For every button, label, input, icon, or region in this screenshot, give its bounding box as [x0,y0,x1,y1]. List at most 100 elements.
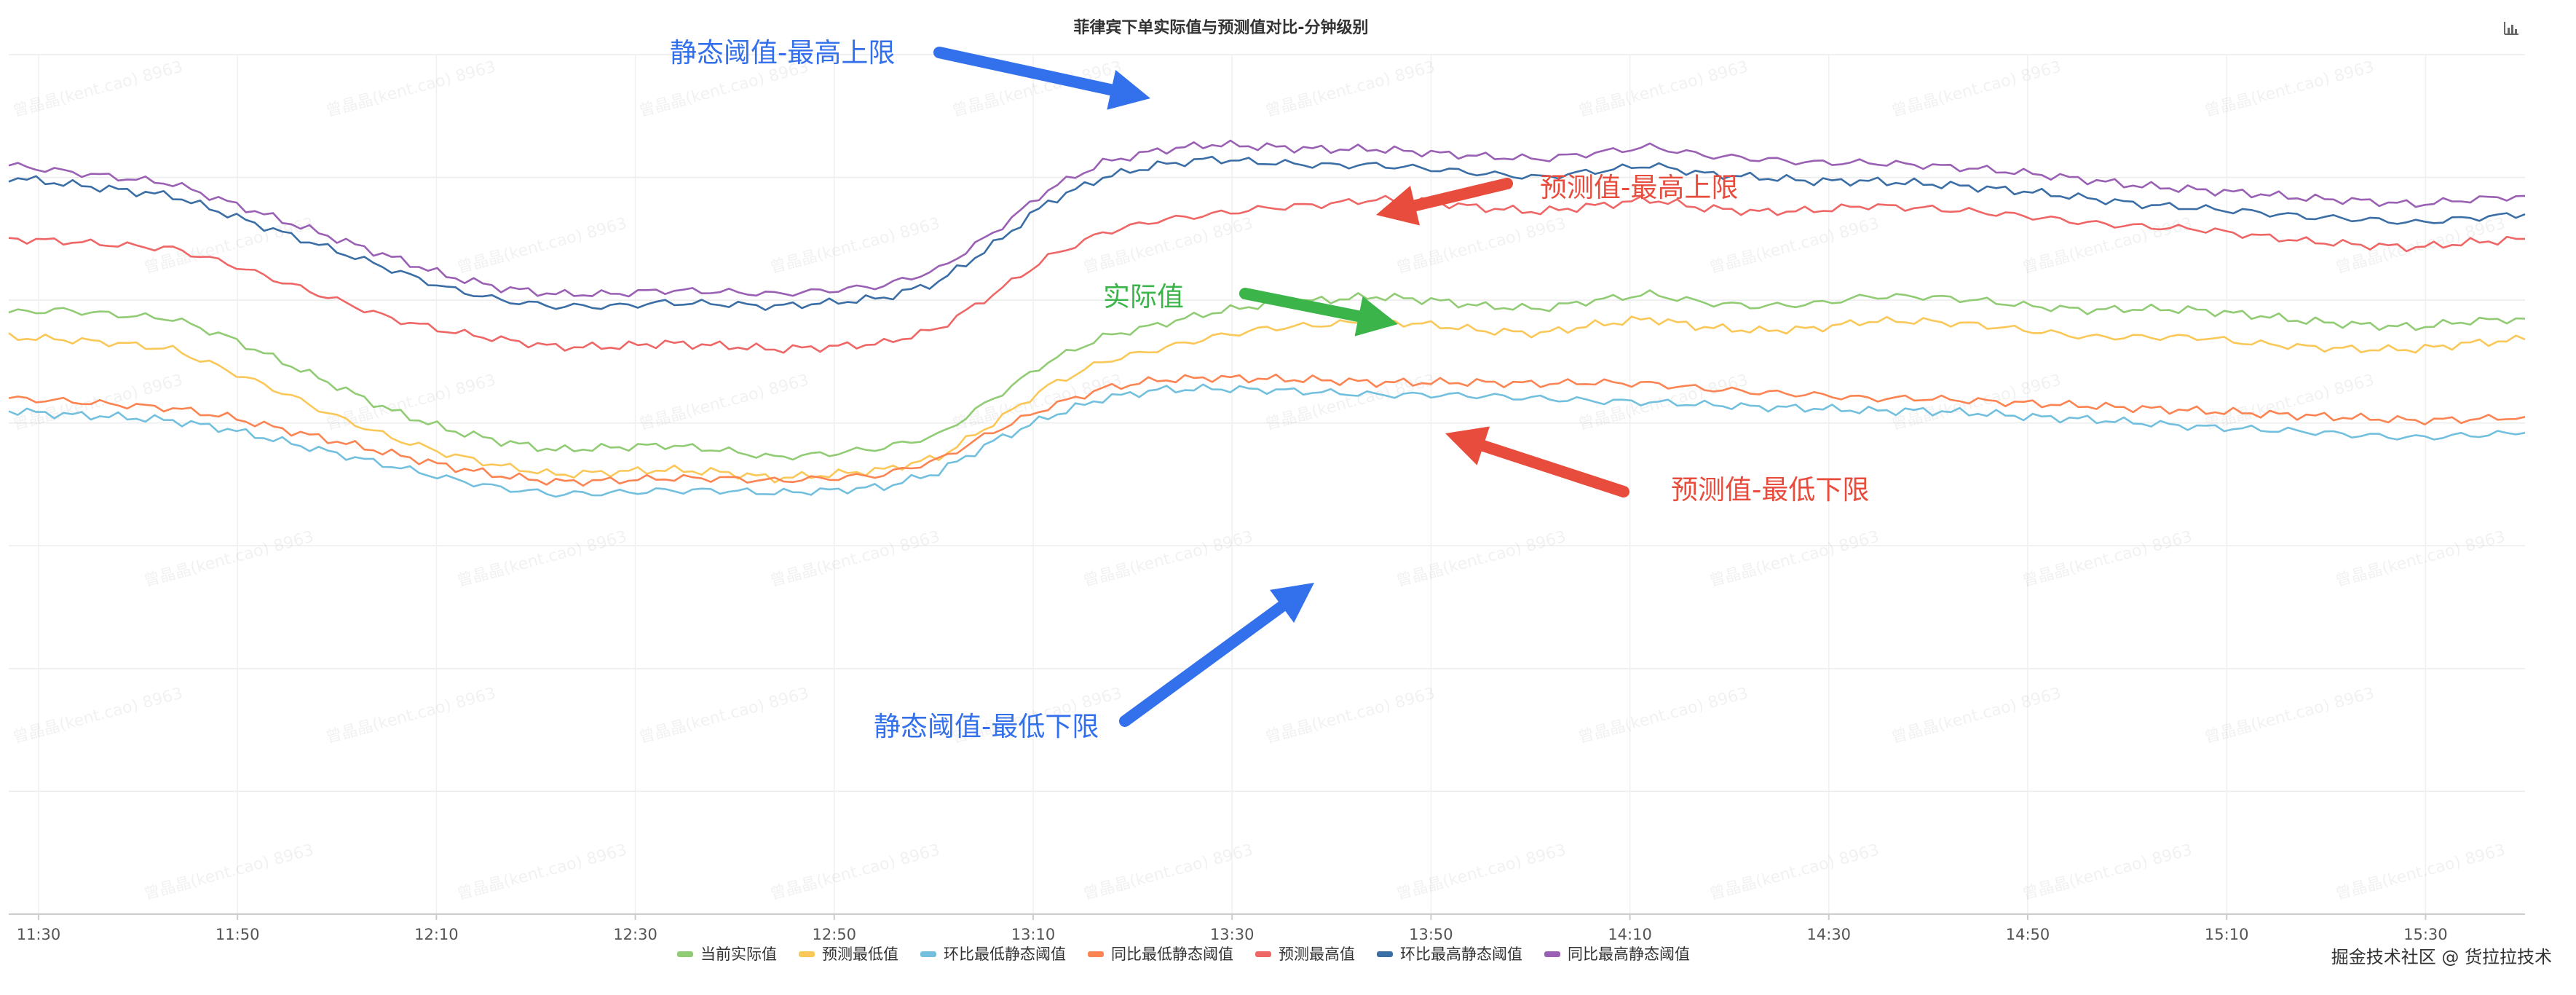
series-line-1 [8,315,2526,484]
legend-item-1[interactable]: 预测最低值 [799,945,898,963]
x-tick-label: 15:10 [2205,926,2249,943]
annotation-label: 预测值-最高上限 [1540,172,1738,203]
series-line-2 [8,383,2526,498]
series-line-4 [8,194,2525,354]
x-tick-label: 13:10 [1011,926,1056,943]
legend-swatch [799,951,815,957]
annotation-arrow-shaft [1239,288,1365,323]
watermark: 曾晶晶(kent.cao) 8963 [1889,684,2063,747]
legend-swatch [1088,951,1104,957]
watermark: 曾晶晶(kent.cao) 8963 [768,841,942,903]
legend-item-6[interactable]: 同比最高静态阈值 [1544,945,1690,963]
annotation-4: 静态阈值-最低下限 [874,583,1314,742]
watermark: 曾晶晶(kent.cao) 8963 [768,214,942,277]
legend-item-0[interactable]: 当前实际值 [677,945,777,963]
watermark: 曾晶晶(kent.cao) 8963 [455,527,629,590]
annotation-label: 实际值 [1103,281,1184,312]
annotation-0: 静态阈值-最高上限 [670,37,1150,110]
x-tick-label: 12:30 [613,926,657,943]
watermark: 曾晶晶(kent.cao) 8963 [455,214,629,277]
watermark: 曾晶晶(kent.cao) 8963 [2020,527,2194,590]
annotation-2: 实际值 [1103,281,1398,337]
watermark: 曾晶晶(kent.cao) 8963 [11,684,185,747]
x-tick-label: 12:50 [813,926,857,943]
legend-label: 环比最低静态阈值 [944,945,1066,963]
legend-item-2[interactable]: 环比最低静态阈值 [920,945,1066,963]
annotation-arrow-head [1376,185,1421,226]
watermark: 曾晶晶(kent.cao) 8963 [2020,841,2194,903]
watermark: 曾晶晶(kent.cao) 8963 [637,371,811,433]
annotation-3: 预测值-最低下限 [1445,426,1869,506]
x-axis: 11:30 11:50 12:10 12:30 12:50 13:10 13:30 13:50… [9,913,2525,943]
watermark: 曾晶晶(kent.cao) 8963 [2334,527,2508,590]
watermark: 曾晶晶(kent.cao) 8963 [1394,214,1568,277]
watermark: 曾晶晶(kent.cao) 8963 [142,841,316,903]
watermark: 曾晶晶(kent.cao) 8963 [637,684,811,747]
x-tick-label: 14:50 [2006,926,2050,943]
watermark: 曾晶晶(kent.cao) 8963 [1576,58,1750,120]
legend-label: 同比最低静态阈值 [1111,945,1233,963]
legend-label: 环比最高静态阈值 [1400,945,1522,963]
watermark: 曾晶晶(kent.cao) 8963 [1576,684,1750,747]
series-line-6 [8,139,2526,298]
annotation-label: 静态阈值-最高上限 [670,37,895,68]
legend-item-5[interactable]: 环比最高静态阈值 [1377,945,1522,963]
legend-label: 同比最高静态阈值 [1568,945,1690,963]
legend-swatch [1544,951,1560,957]
x-tick-label: 11:50 [216,926,260,943]
watermark: 曾晶晶(kent.cao) 8963 [1081,527,1255,590]
x-tick-label: 11:30 [17,926,61,943]
legend-swatch [677,951,693,957]
watermark: 曾晶晶(kent.cao) 8963 [324,684,498,747]
x-tick-label: 14:30 [1807,926,1852,943]
watermark: 曾晶晶(kent.cao) 8963 [324,371,498,433]
series-line-3 [8,373,2526,487]
legend-swatch [920,951,936,957]
annotation-arrow-shaft [1119,600,1288,727]
x-tick-label: 14:10 [1608,926,1652,943]
legend: 当前实际值 预测最低值 环比最低静态阈值 同比最低静态阈值 预测最高值 环比最高静态阈值 同… [677,945,1690,963]
legend-swatch [1255,951,1271,957]
chart-title: 菲律宾下单实际值与预测值对比-分钟级别 [1073,18,1368,37]
annotation-arrow-head [1354,296,1398,337]
watermark: 曾晶晶(kent.cao) 8963 [324,58,498,120]
watermark: 曾晶晶(kent.cao) 8963 [1707,527,1881,590]
x-tick-label: 15:30 [2403,926,2448,943]
legend-item-3[interactable]: 同比最低静态阈值 [1088,945,1233,963]
x-tick-label: 12:10 [414,926,459,943]
legend-label: 预测最高值 [1279,945,1355,963]
annotation-arrow-shaft [1477,440,1629,498]
watermark: 曾晶晶(kent.cao) 8963 [1394,527,1568,590]
footer-credit: 掘金技术社区 @ 货拉拉技术 [2331,947,2552,967]
annotation-label: 静态阈值-最低下限 [874,711,1099,742]
watermark: 曾晶晶(kent.cao) 8963 [1707,214,1881,277]
watermark: 曾晶晶(kent.cao) 8963 [768,527,942,590]
watermark: 曾晶晶(kent.cao) 8963 [2202,371,2377,433]
watermark: 曾晶晶(kent.cao) 8963 [2334,841,2508,903]
watermark: 曾晶晶(kent.cao) 8963 [1707,841,1881,903]
annotation-1: 预测值-最高上限 [1376,172,1738,226]
bar-chart-icon[interactable] [2503,20,2519,35]
watermark: 曾晶晶(kent.cao) 8963 [11,58,185,120]
watermark: 曾晶晶(kent.cao) 8963 [1263,58,1437,120]
x-tick-label: 13:30 [1210,926,1255,943]
watermark: 曾晶晶(kent.cao) 8963 [455,841,629,903]
x-tick-label: 13:50 [1409,926,1453,943]
watermark: 曾晶晶(kent.cao) 8963 [2202,58,2377,120]
annotation-arrow-shaft [1409,178,1513,212]
annotation-arrow-head [1445,426,1490,465]
legend-label: 预测最低值 [822,945,898,963]
legend-item-4[interactable]: 预测最高值 [1255,945,1355,963]
series-layer [8,139,2526,498]
annotation-arrow-head [1107,69,1150,110]
annotation-label: 预测值-最低下限 [1671,474,1869,506]
legend-swatch [1377,951,1393,957]
watermark: 曾晶晶(kent.cao) 8963 [2202,684,2377,747]
watermark: 曾晶晶(kent.cao) 8963 [1394,841,1568,903]
watermark: 曾晶晶(kent.cao) 8963 [1889,58,2063,120]
grid-layer [9,54,2525,915]
series-line-5 [8,155,2526,311]
